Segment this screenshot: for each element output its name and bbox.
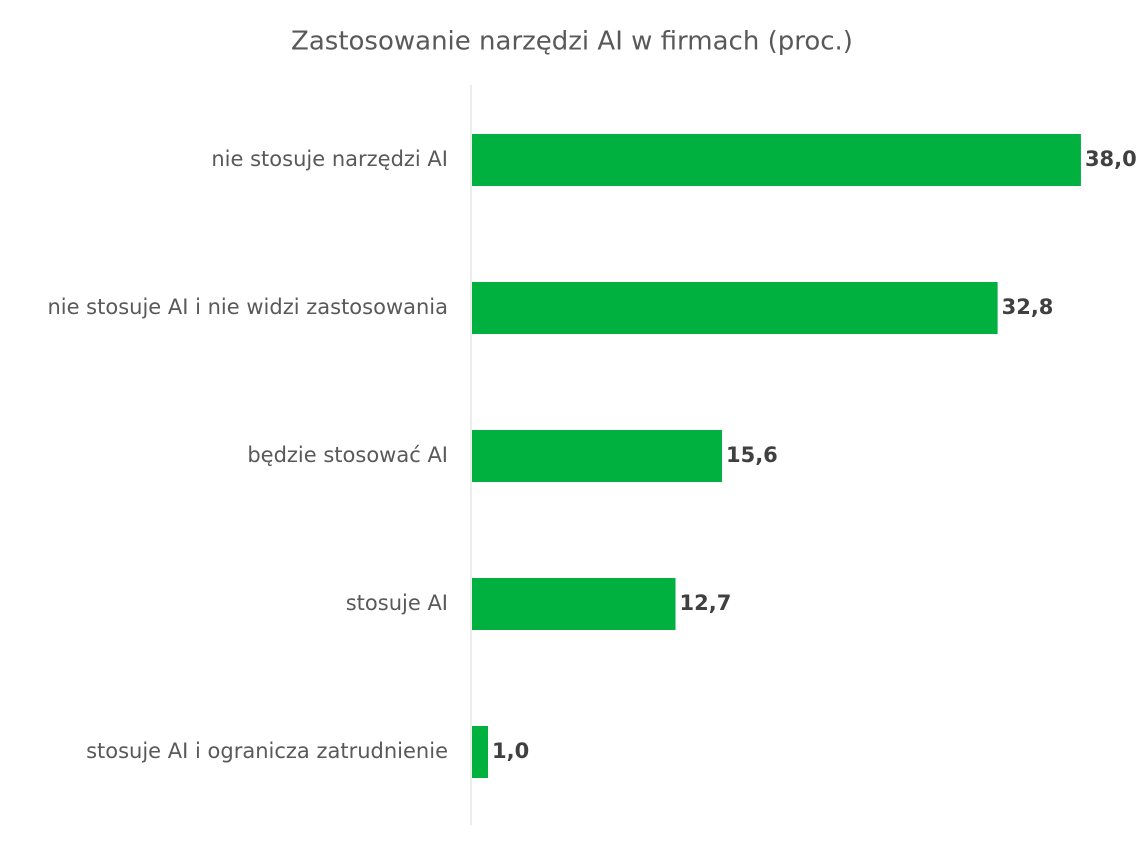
- bar: [472, 726, 489, 778]
- chart-title: Zastosowanie narzędzi AI w firmach (proc…: [291, 27, 853, 57]
- bar: [472, 134, 1081, 186]
- y-tick-label: nie stosuje AI i nie widzi zastosowania: [47, 295, 448, 319]
- y-tick-label: stosuje AI i ogranicza zatrudnienie: [86, 739, 448, 763]
- bar: [472, 578, 676, 630]
- bar: [472, 430, 722, 482]
- bar: [472, 282, 998, 334]
- value-label: 15,6: [726, 443, 778, 467]
- y-tick-label: stosuje AI: [346, 591, 448, 615]
- y-tick-label: będzie stosować AI: [247, 443, 448, 467]
- y-tick-label: nie stosuje narzędzi AI: [211, 147, 448, 171]
- value-label: 12,7: [680, 591, 732, 615]
- value-label: 38,0: [1085, 147, 1137, 171]
- value-label: 32,8: [1002, 295, 1054, 319]
- value-label: 1,0: [492, 739, 529, 763]
